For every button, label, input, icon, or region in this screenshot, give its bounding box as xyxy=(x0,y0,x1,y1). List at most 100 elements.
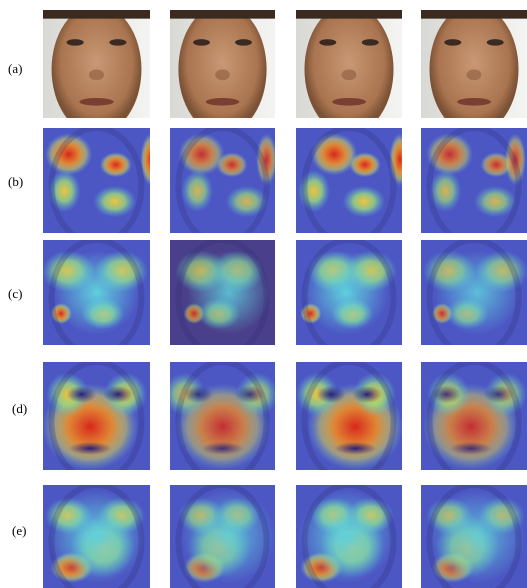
row-label: (b) xyxy=(8,174,23,189)
face-shadow xyxy=(175,485,270,588)
image-panel xyxy=(170,240,275,345)
heat-blob xyxy=(178,133,225,176)
panel-content xyxy=(421,362,527,470)
panel-content xyxy=(421,10,527,118)
heat-blob xyxy=(429,490,525,583)
heat-blob xyxy=(298,170,330,212)
heat-blob xyxy=(45,133,93,176)
row-label: (d) xyxy=(12,401,27,416)
panel-content xyxy=(296,240,402,345)
face-shadow xyxy=(175,128,270,233)
image-panel xyxy=(421,240,527,345)
face-shadow xyxy=(301,485,397,588)
image-panel xyxy=(296,128,402,233)
heat-blob xyxy=(349,152,381,178)
heat-blob xyxy=(216,152,248,178)
heat-blob xyxy=(316,385,346,404)
face xyxy=(429,10,519,118)
heat-blob xyxy=(431,385,462,404)
heat-blob xyxy=(181,490,275,583)
heat-blob xyxy=(235,385,265,404)
heat-blob xyxy=(68,441,112,455)
heat-blob xyxy=(66,385,97,404)
heat-blob xyxy=(303,250,389,335)
heat-blob xyxy=(474,185,517,218)
face-shadow xyxy=(48,485,145,588)
heat-blob xyxy=(342,185,386,218)
mouth xyxy=(205,98,240,106)
panel-content xyxy=(43,362,150,470)
heat-blob xyxy=(334,441,377,455)
panel-content xyxy=(421,128,527,233)
eye xyxy=(486,39,504,46)
image-panel xyxy=(296,485,402,588)
face xyxy=(304,10,394,118)
face-shadow xyxy=(175,240,270,345)
image-panel xyxy=(43,128,150,233)
heat-blob xyxy=(48,490,145,583)
row-label: (c) xyxy=(8,286,22,301)
panel-content xyxy=(43,10,150,118)
heat-blob xyxy=(186,250,271,335)
nose xyxy=(341,69,357,81)
row-label: (a) xyxy=(8,61,22,76)
hair xyxy=(43,10,150,19)
heat-blob xyxy=(225,185,268,218)
eye xyxy=(361,39,379,46)
mouth xyxy=(332,98,366,106)
mouth xyxy=(457,98,491,106)
face-shadow xyxy=(426,362,522,470)
eye xyxy=(109,39,127,46)
face-shadow xyxy=(301,240,397,345)
panel-content xyxy=(296,128,402,233)
panel-content xyxy=(43,485,150,588)
heat-blob xyxy=(93,185,137,218)
image-panel xyxy=(43,485,150,588)
image-panel xyxy=(421,10,527,118)
heat-blob xyxy=(201,441,244,455)
nose xyxy=(215,69,230,81)
heat-blob xyxy=(434,250,520,335)
image-panel xyxy=(43,10,150,118)
image-panel xyxy=(43,240,150,345)
nose xyxy=(466,69,482,81)
panel-content xyxy=(170,128,275,233)
image-panel xyxy=(170,362,275,470)
panel-content xyxy=(170,240,275,345)
eye xyxy=(193,39,210,46)
image-panel xyxy=(170,10,275,118)
image-panel xyxy=(43,362,150,470)
face-shadow xyxy=(48,128,145,233)
panel-content xyxy=(170,10,275,118)
heat-blob xyxy=(53,250,140,335)
heat-blob xyxy=(181,170,214,212)
heat-blob xyxy=(99,152,132,178)
face-shadow xyxy=(426,240,522,345)
face-shadow xyxy=(301,128,397,233)
image-panel xyxy=(296,10,402,118)
panel-content xyxy=(421,240,527,345)
heat-blob xyxy=(504,133,526,186)
heat-blob xyxy=(310,133,358,176)
image-panel xyxy=(421,362,527,470)
nose xyxy=(89,69,104,81)
panel-content xyxy=(296,10,402,118)
heat-blob xyxy=(298,490,394,583)
image-panel xyxy=(296,240,402,345)
heat-blob xyxy=(483,385,514,404)
eye xyxy=(235,39,252,46)
eye xyxy=(66,39,84,46)
eye xyxy=(444,39,462,46)
heat-blob xyxy=(480,152,513,178)
panel-content xyxy=(43,240,150,345)
heat-blob xyxy=(256,133,275,186)
panel-content xyxy=(43,128,150,233)
face-shadow xyxy=(48,240,145,345)
face-shadow xyxy=(426,485,522,588)
face xyxy=(51,10,142,118)
face-shadow xyxy=(301,362,397,470)
hair xyxy=(296,10,402,19)
image-panel xyxy=(296,362,402,470)
row-label: (e) xyxy=(12,523,26,538)
